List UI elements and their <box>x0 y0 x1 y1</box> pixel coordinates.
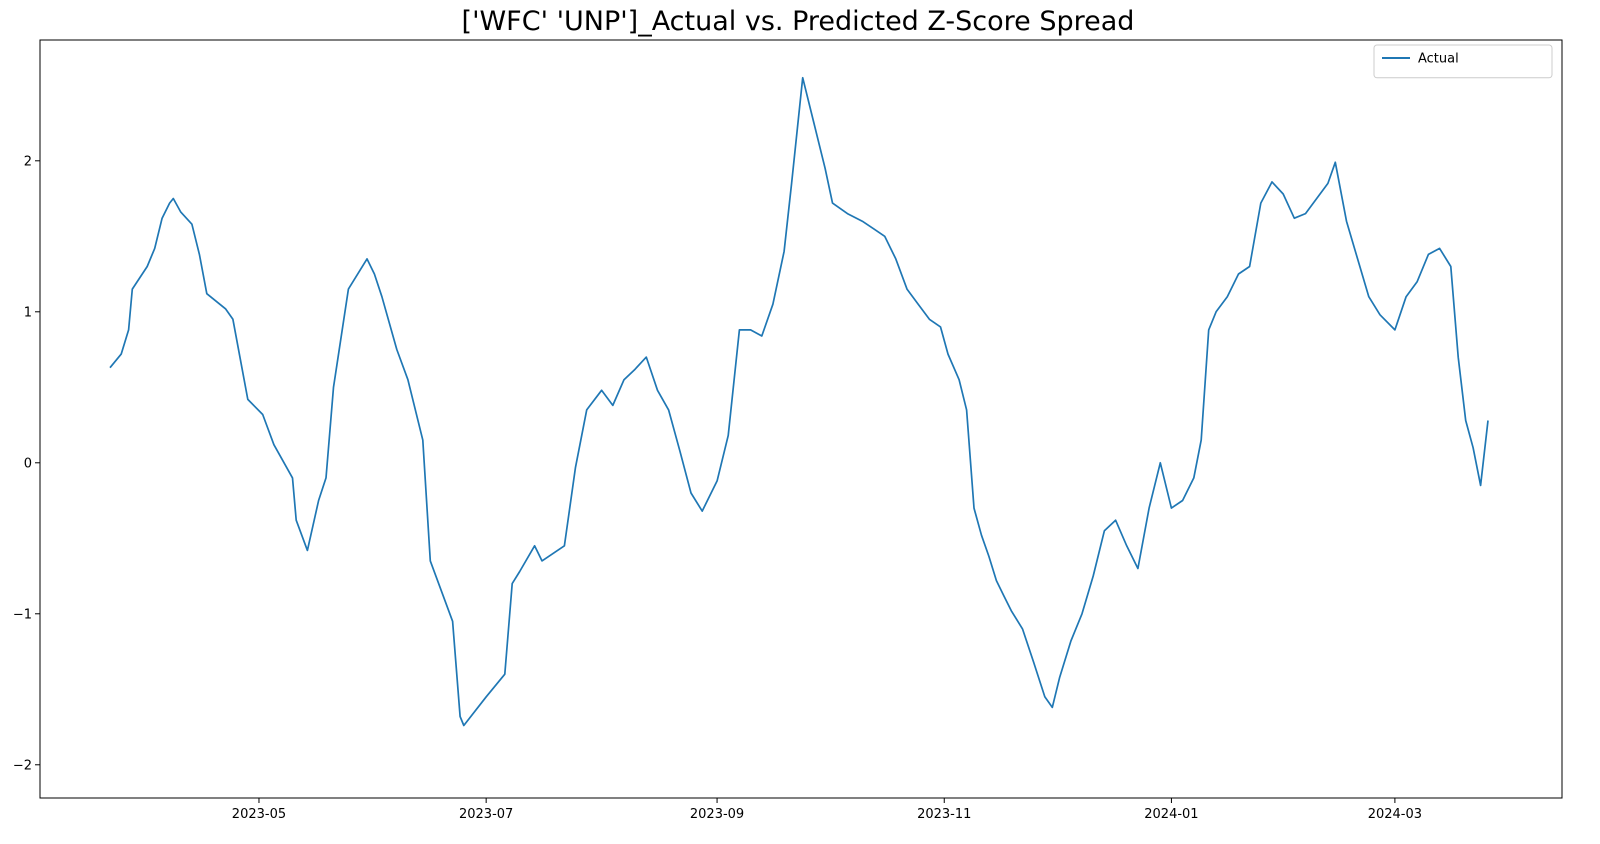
chart-title: ['WFC' 'UNP']_Actual vs. Predicted Z-Sco… <box>462 6 1135 37</box>
x-tick-label: 2023-11 <box>917 807 971 822</box>
x-tick-label: 2023-05 <box>232 807 286 822</box>
legend-box <box>1373 44 1553 79</box>
y-tick-label: 1 <box>24 305 32 320</box>
plot-lines <box>109 76 1489 727</box>
y-tick-label: 0 <box>24 456 32 471</box>
x-tick-label: 2024-03 <box>1368 807 1422 822</box>
y-tick-label: −2 <box>13 758 32 773</box>
x-tick-label: 2024-01 <box>1144 807 1198 822</box>
y-tick-label: 2 <box>24 154 32 169</box>
plot-frame <box>39 39 1563 799</box>
legend: Actual <box>1373 44 1553 79</box>
y-axis: −2 −1 0 1 2 <box>13 154 40 773</box>
x-axis: 2023-05 2023-07 2023-09 2023-11 2024-01 2024-… <box>232 798 1422 822</box>
x-tick-label: 2023-07 <box>459 807 513 822</box>
series-line-0 <box>109 76 1489 727</box>
x-tick-label: 2023-09 <box>690 807 744 822</box>
y-tick-label: −1 <box>13 607 32 622</box>
legend-label: Actual <box>1418 52 1459 67</box>
